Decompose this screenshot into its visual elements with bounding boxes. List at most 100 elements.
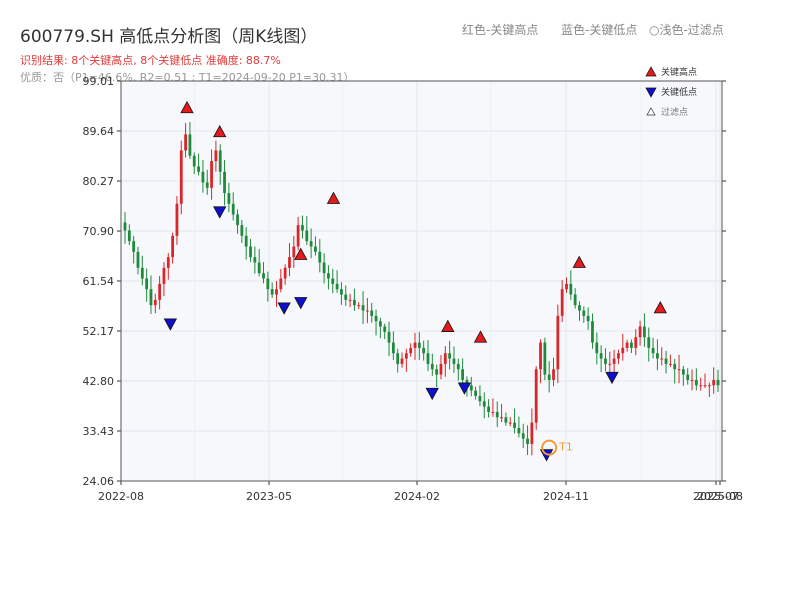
- y-tick-label: 80.27: [83, 175, 115, 188]
- candle-body: [374, 315, 378, 322]
- candle-body: [353, 299, 356, 306]
- candle-body: [404, 353, 408, 359]
- candle-body: [681, 369, 685, 375]
- candle-body: [205, 182, 209, 188]
- legend-label: 关键低点: [661, 86, 697, 98]
- key-low-marker: [213, 206, 227, 219]
- candle-body: [487, 406, 490, 412]
- candle-body: [703, 385, 707, 387]
- candle-body: [660, 358, 664, 360]
- candle-body: [197, 166, 200, 172]
- candle-body: [656, 353, 659, 359]
- candle-body: [340, 289, 343, 295]
- candle-body: [422, 347, 426, 354]
- candle-body: [452, 358, 456, 364]
- candle-body: [552, 369, 555, 380]
- candle-body: [322, 262, 326, 274]
- candle-body: [482, 401, 486, 407]
- key-high-marker: [326, 191, 341, 204]
- candle-body: [707, 385, 711, 387]
- candle-body: [539, 342, 542, 370]
- candle-body: [400, 358, 404, 364]
- candle-body: [262, 273, 265, 279]
- candle-body: [253, 257, 257, 263]
- candle-body: [387, 331, 391, 343]
- candle-body: [361, 305, 365, 311]
- key-low-marker: [163, 318, 178, 331]
- legend-red-text: 红色-关键高点: [462, 23, 539, 37]
- candle-body: [439, 363, 443, 375]
- candle-body: [608, 363, 612, 365]
- candle-body: [227, 193, 231, 204]
- candle-body: [526, 438, 529, 444]
- markers: T1: [163, 100, 667, 462]
- candle-body: [686, 374, 690, 380]
- candle-body: [664, 358, 668, 364]
- t1-marker: [541, 439, 558, 456]
- candle-body: [257, 262, 261, 274]
- y-tick-label: 61.54: [83, 275, 115, 288]
- candle-body: [573, 294, 577, 306]
- candle-body: [370, 310, 374, 316]
- candle-body: [517, 427, 521, 434]
- candle-body: [443, 353, 447, 364]
- x-tick-label: 2023-05: [246, 490, 292, 503]
- candle-body: [218, 150, 222, 172]
- candle-body: [158, 283, 162, 300]
- candle-body: [279, 278, 283, 290]
- candle-body: [599, 353, 603, 359]
- y-tick-label: 52.17: [83, 325, 115, 338]
- legend-filtered-icon: [646, 107, 656, 116]
- candle-body: [716, 379, 720, 386]
- candle-body: [270, 289, 274, 295]
- candle-body: [474, 390, 478, 396]
- candle-body: [643, 326, 646, 338]
- candle-body: [171, 235, 175, 258]
- candle-body: [690, 379, 694, 381]
- candle-body: [288, 257, 291, 268]
- candle-body: [677, 369, 681, 371]
- candle-body: [569, 283, 573, 295]
- legend-low-icon: [645, 87, 657, 98]
- legend-blue-text: 蓝色-关键低点: [561, 23, 638, 37]
- candle-body: [547, 374, 551, 380]
- candle-body: [694, 379, 698, 386]
- key-high-marker: [294, 247, 308, 260]
- page-title: 600779.SH 高低点分析图（周K线图）: [20, 27, 318, 47]
- candle-body: [409, 347, 413, 354]
- candle-body: [266, 278, 270, 290]
- key-low-marker: [425, 387, 439, 401]
- candle-body: [357, 305, 361, 307]
- candle-body: [127, 230, 131, 242]
- key-high-marker: [572, 255, 586, 268]
- candle-body: [712, 379, 716, 386]
- candle-body: [175, 203, 179, 236]
- candle-body: [184, 134, 187, 151]
- candle-body: [595, 342, 599, 354]
- candle-body: [136, 251, 140, 268]
- candle-body: [162, 267, 166, 284]
- candle-body: [244, 235, 248, 247]
- y-tick-label: 89.64: [83, 125, 115, 138]
- candle-body: [413, 342, 417, 348]
- candle-body: [508, 422, 512, 424]
- key-high-marker: [653, 301, 667, 314]
- candle-body: [513, 422, 516, 428]
- legend-label: 关键高点: [661, 66, 697, 78]
- candle-body: [344, 294, 348, 300]
- candle-body: [469, 385, 473, 391]
- key-high-marker: [441, 319, 455, 332]
- candle-body: [638, 326, 642, 338]
- candle-body: [210, 161, 213, 188]
- candle-body: [556, 315, 560, 370]
- y-tick-label: 24.06: [83, 475, 115, 488]
- candle-body: [188, 134, 192, 156]
- candle-body: [123, 222, 127, 231]
- candle-body: [292, 246, 296, 258]
- candle-body: [240, 225, 244, 236]
- x-tick-label: 2022-08: [98, 490, 144, 503]
- candle-body: [391, 342, 395, 354]
- candle-body: [651, 347, 655, 354]
- y-tick-label: 42.80: [83, 375, 115, 388]
